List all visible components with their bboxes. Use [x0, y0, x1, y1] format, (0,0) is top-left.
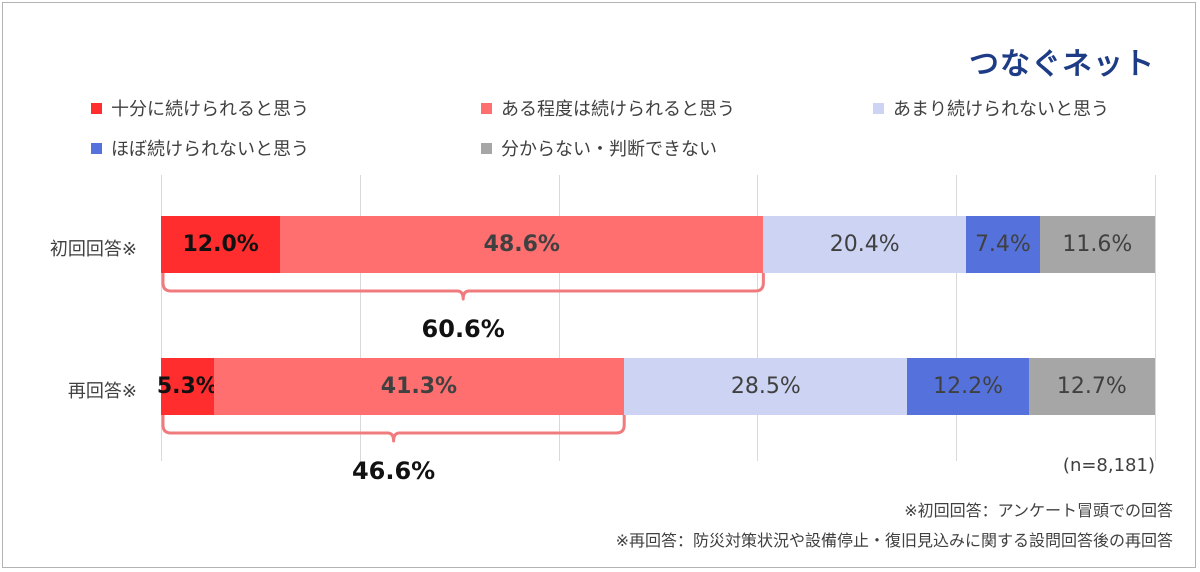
bracket-path [161, 273, 765, 301]
data-label: 12.7% [1056, 374, 1127, 399]
category-label: 初回回答※ [49, 239, 137, 260]
legend-item: 十分に続けられると思う [91, 95, 309, 121]
gridline [757, 175, 758, 461]
legend-swatch [873, 102, 884, 114]
data-label: 11.6% [1062, 232, 1133, 257]
data-label: 20.4% [829, 232, 900, 257]
data-label: 7.4% [974, 232, 1031, 257]
gridline [956, 175, 957, 461]
bracket [161, 273, 765, 301]
legend-label: ある程度は続けられると思う [501, 99, 735, 120]
data-label: 41.3% [380, 374, 458, 399]
data-label: 28.5% [730, 374, 801, 399]
data-label: 48.6% [483, 232, 560, 257]
brand-logo: つなぐネット [969, 47, 1155, 82]
footnote: ※再回答：防災対策状況や設備停止・復旧見込みに関する設問回答後の再回答 [615, 531, 1173, 550]
footnote: ※初回回答：アンケート冒頭での回答 [904, 501, 1173, 520]
legend-swatch [481, 102, 492, 114]
legend-item: あまり続けられないと思う [873, 95, 1109, 121]
legend-label: ほぼ続けられないと思う [111, 139, 309, 160]
group-total-label: 60.6% [421, 315, 505, 343]
legend-label: あまり続けられないと思う [893, 99, 1109, 120]
bar-row: 12.0% 48.6% 20.4% 7.4% 11.6% [161, 216, 1155, 273]
legend-label: 十分に続けられると思う [111, 99, 309, 120]
legend-swatch [91, 102, 102, 114]
bar-segment: 41.3% [213, 358, 625, 415]
legend-label: 分からない・判断できない [501, 139, 717, 160]
gridline [559, 175, 560, 461]
bar-segment: 20.4% [763, 216, 967, 273]
bar-segment: 48.6% [280, 216, 764, 273]
bar-segment: 5.3% [157, 358, 218, 415]
data-label: 12.2% [933, 374, 1004, 399]
data-label: 5.3% [156, 374, 218, 399]
gridline [360, 175, 361, 461]
bracket [161, 415, 626, 443]
bar-segment: 7.4% [966, 216, 1040, 273]
category-label: 再回答※ [67, 381, 137, 402]
bar-segment: 12.7% [1028, 358, 1155, 415]
group-total-label: 46.6% [351, 457, 436, 485]
legend-item: ほぼ続けられないと思う [91, 135, 309, 161]
bar-segment: 28.5% [624, 358, 908, 415]
bar-row: 5.3% 41.3% 28.5% 12.2% 12.7% [157, 358, 1155, 415]
data-label: 12.0% [182, 232, 259, 257]
bar-segment: 12.2% [907, 358, 1029, 415]
sample-size: (n=8,181) [1062, 455, 1155, 476]
legend-item: ある程度は続けられると思う [481, 95, 735, 121]
bracket-path [161, 415, 626, 443]
legend-swatch [481, 142, 492, 154]
legend-swatch [91, 142, 102, 154]
gridline [161, 175, 162, 461]
legend-item: 分からない・判断できない [481, 135, 717, 161]
gridline [1155, 175, 1156, 461]
bar-segment: 12.0% [161, 216, 281, 273]
bar-segment: 11.6% [1039, 216, 1155, 273]
